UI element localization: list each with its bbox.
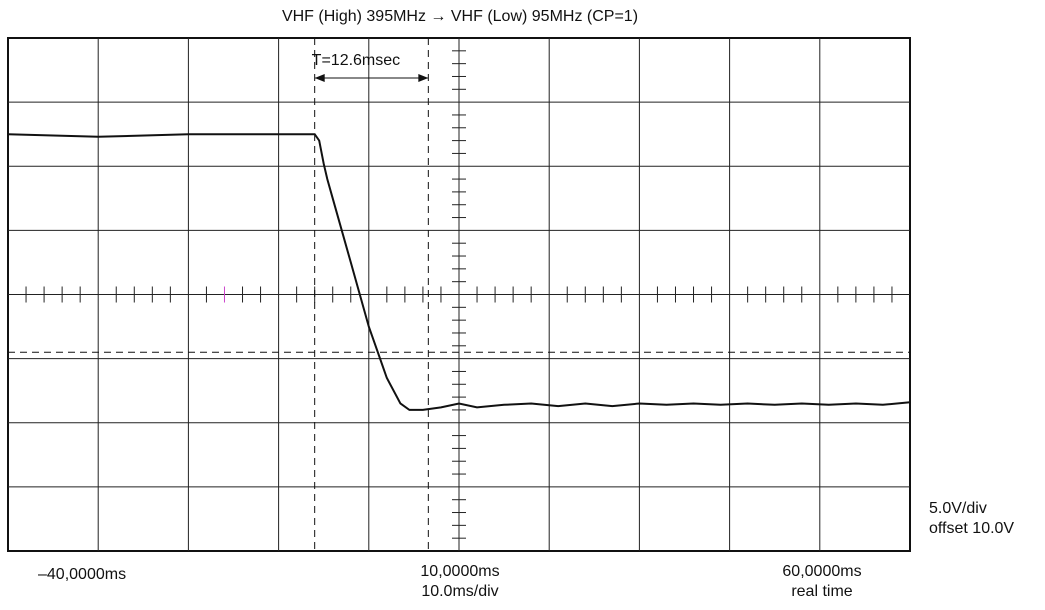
offset-label: offset 10.0V — [929, 520, 1015, 537]
x-tick-label-right: 60,0000ms — [782, 563, 862, 580]
measurement-marker — [314, 74, 429, 82]
x-tick-label-left: –40,0000ms — [38, 566, 127, 583]
chart-title: VHF (High) 395MHz → VHF (Low) 95MHz (CP=… — [281, 8, 639, 25]
x-tick-label-center: 10,0000ms — [420, 563, 500, 580]
measurement-label: T=12.6msec — [312, 52, 400, 69]
arrowhead-left — [314, 74, 325, 82]
grid — [7, 37, 911, 552]
signal-trace — [7, 133, 911, 411]
axis-ticks — [25, 50, 893, 539]
arrowhead-right — [418, 74, 429, 82]
cursor-lines — [8, 38, 910, 551]
real-time-label: real time — [791, 583, 853, 600]
volts-per-div-label: 5.0V/div — [929, 500, 987, 517]
series-line — [7, 133, 911, 411]
time-per-div-label: 10.0ms/div — [421, 583, 499, 600]
